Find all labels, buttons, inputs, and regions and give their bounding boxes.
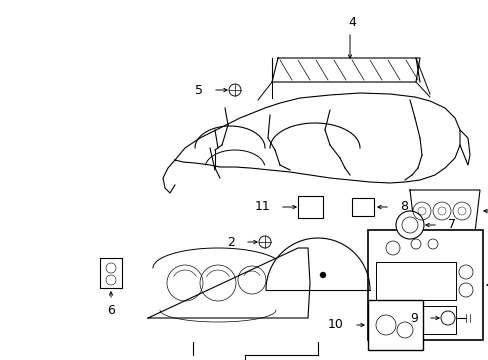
FancyBboxPatch shape	[351, 198, 373, 216]
Polygon shape	[148, 248, 309, 318]
Text: 10: 10	[327, 319, 343, 332]
Text: 11: 11	[254, 201, 269, 213]
Polygon shape	[409, 190, 479, 232]
Circle shape	[319, 272, 325, 278]
Polygon shape	[271, 58, 419, 82]
Text: 8: 8	[399, 201, 407, 213]
FancyBboxPatch shape	[100, 258, 122, 288]
FancyBboxPatch shape	[367, 230, 482, 340]
FancyBboxPatch shape	[375, 306, 455, 334]
FancyBboxPatch shape	[375, 262, 455, 300]
Polygon shape	[265, 238, 369, 290]
Text: 4: 4	[347, 15, 355, 28]
Text: 5: 5	[195, 84, 203, 96]
FancyBboxPatch shape	[297, 196, 323, 218]
Text: 6: 6	[107, 303, 115, 316]
Text: 2: 2	[226, 235, 235, 248]
Text: 9: 9	[409, 311, 417, 324]
Circle shape	[395, 211, 423, 239]
Text: 7: 7	[447, 219, 455, 231]
FancyBboxPatch shape	[367, 300, 422, 350]
